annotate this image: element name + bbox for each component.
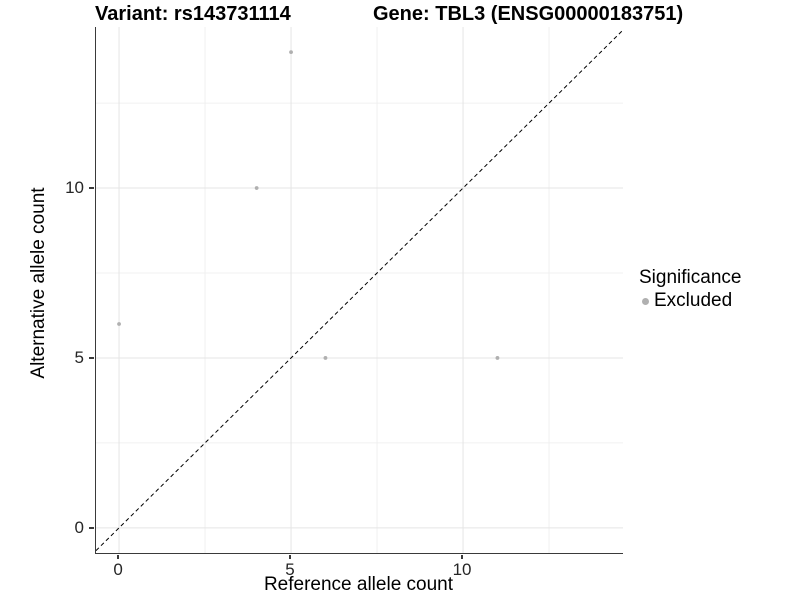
y-axis-title: Alternative allele count [28, 187, 49, 379]
plot-title-variant: Variant: rs143731114 [95, 3, 291, 25]
x-axis-tick [461, 554, 463, 559]
x-axis-tick-label: 5 [285, 560, 295, 579]
x-axis-tick-label: 0 [113, 560, 123, 579]
y-axis-tick-label: 10 [65, 178, 84, 198]
y-axis-tick [89, 527, 94, 529]
legend-item-label: Excluded [654, 290, 733, 311]
y-axis-tick [89, 357, 94, 359]
data-point [323, 356, 328, 360]
data-point [117, 322, 121, 326]
legend-point-icon [642, 297, 649, 305]
x-axis-title: Reference allele count [263, 574, 454, 595]
plot-panel [95, 27, 623, 554]
x-axis-tick-label: 10 [452, 560, 472, 579]
y-axis-tick-label: 0 [74, 517, 84, 537]
data-point [495, 356, 500, 360]
y-axis-tick [89, 187, 94, 189]
data-point [254, 186, 259, 190]
plot-title-gene: Gene: TBL3 (ENSG00000183751) [373, 3, 684, 25]
legend: Significance Excluded [639, 266, 741, 312]
x-axis-tick [289, 554, 291, 559]
data-point [289, 50, 293, 55]
x-axis-tick [117, 554, 119, 559]
y-axis-tick-label: 5 [74, 347, 84, 367]
identity-line [96, 29, 623, 551]
legend-title: Significance [639, 267, 742, 288]
legend-item-excluded: Excluded [639, 290, 741, 312]
scatter-plot-canvas [96, 27, 623, 553]
